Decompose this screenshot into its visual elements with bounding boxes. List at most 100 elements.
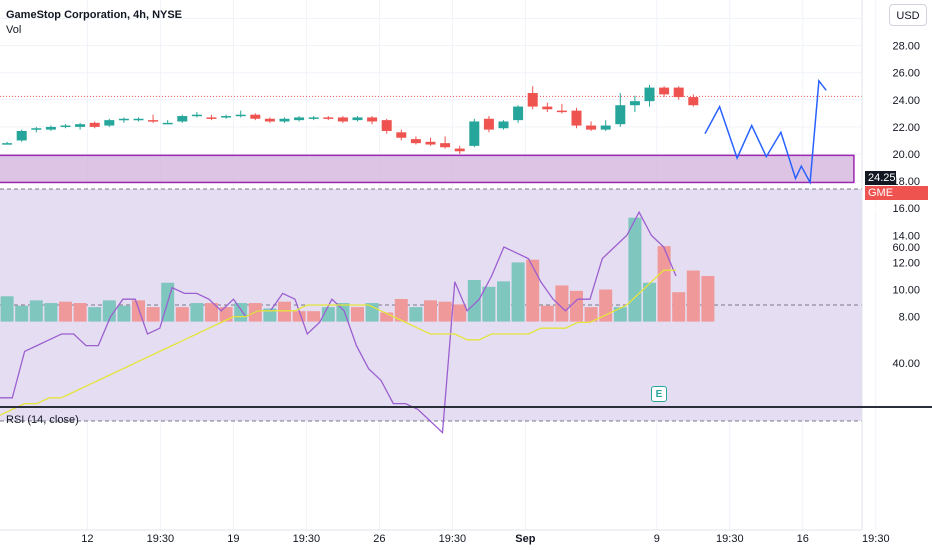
candle-body [75,124,86,127]
x-tick-label: 16 [797,533,809,545]
volume-bar [44,303,58,322]
candle-body [279,118,290,122]
volume-bar [540,305,554,322]
candle-body [16,130,27,141]
candle-body [148,120,159,122]
volume-bar [190,303,204,322]
candle-body [235,114,246,117]
candle-body [367,117,378,122]
volume-bar [613,307,627,322]
volume-bar [701,275,715,322]
rsi-tick-label: 40.00 [892,358,920,370]
volume-bar [438,301,452,322]
x-tick-label: 19:30 [147,533,175,545]
projection-drawing[interactable] [704,78,827,186]
candle-body [629,101,640,106]
volume-bar [555,285,569,322]
candle-body [191,114,202,117]
volume-bar [453,304,467,322]
volume-bar [511,262,525,322]
candle-body [571,110,582,126]
candle-body [527,93,538,107]
volume-bar [15,305,29,322]
candle-body [469,121,480,146]
earnings-icon[interactable]: E [651,386,667,402]
x-tick-label: 19:30 [862,533,890,545]
volume-bar [643,282,656,322]
candle-body [162,122,173,125]
symbol-title[interactable]: GameStop Corporation, 4h, NYSE [6,9,183,21]
volume-bar [73,303,87,322]
candle-body [410,139,421,144]
candle-body [294,117,305,121]
candle-body [396,132,407,138]
volume-bar [234,303,248,322]
symbol-ticker: GME [868,187,894,199]
candle-body [118,118,129,121]
y-tick-label: 28.00 [892,41,920,53]
volume-bar [146,307,160,322]
y-axis-ticks: 34.0032.0030.0028.0026.0024.0022.0020.00… [892,14,920,324]
y-tick-label: 14.00 [892,230,920,242]
y-tick-label: 22.00 [892,122,920,134]
candle-body [60,125,71,128]
volume-bar [0,296,14,322]
candle-body [352,117,363,121]
volume-bar [365,303,379,322]
support-zone[interactable] [0,154,855,184]
candle-body [250,114,261,119]
candle-body [586,125,597,130]
candle-body [177,116,188,122]
candle-body [454,148,465,152]
volume-bar [278,301,291,322]
candle-body [659,87,670,95]
y-tick-label: 12.00 [892,257,920,269]
candle-body [89,122,100,127]
volume-label[interactable]: Vol [6,24,22,36]
y-tick-label: 18.00 [892,176,920,188]
volume-bar [570,290,583,322]
candle-body [673,87,684,98]
volume-bar [292,311,306,322]
volume-bar [686,270,700,322]
volume-bar [497,281,510,322]
volume-bar [672,292,686,322]
volume-bar [482,286,496,322]
volume-bar [380,312,394,322]
currency-button[interactable]: USD [889,4,927,26]
y-tick-label: 10.00 [892,285,920,297]
volume-bar [102,300,116,322]
x-tick-label: 9 [654,533,660,545]
axes [0,0,863,531]
volume-bar [132,300,145,322]
pane-divider[interactable] [0,406,932,408]
volume-bar [29,300,43,322]
rsi-label[interactable]: RSI (14, close) [6,414,79,426]
candle-body [45,126,56,130]
volume-bar [263,308,277,322]
candles [2,84,699,154]
candle-body [308,117,319,119]
candle-body [425,141,436,145]
candle-body [644,87,655,102]
y-tick-label: 24.00 [892,95,920,107]
candle-body [600,125,611,130]
candle-body [381,120,392,131]
volume-bar [205,303,218,322]
volume-bar [307,311,321,322]
volume-bar [584,307,598,322]
candle-body [483,118,494,130]
candle-body [323,117,334,119]
candle-body [498,121,509,129]
rsi-tick-label: 60.00 [892,242,920,254]
symbol-price-badge: GME 23.46 [865,186,928,213]
candle-body [615,105,626,125]
volume-bar [175,307,189,322]
candle-body [31,128,42,130]
candle-body [542,106,553,110]
candle-body [221,116,232,118]
volume-bar [424,300,437,322]
symbol-price: 23.46 [868,201,896,213]
y-tick-label: 8.00 [899,312,920,324]
